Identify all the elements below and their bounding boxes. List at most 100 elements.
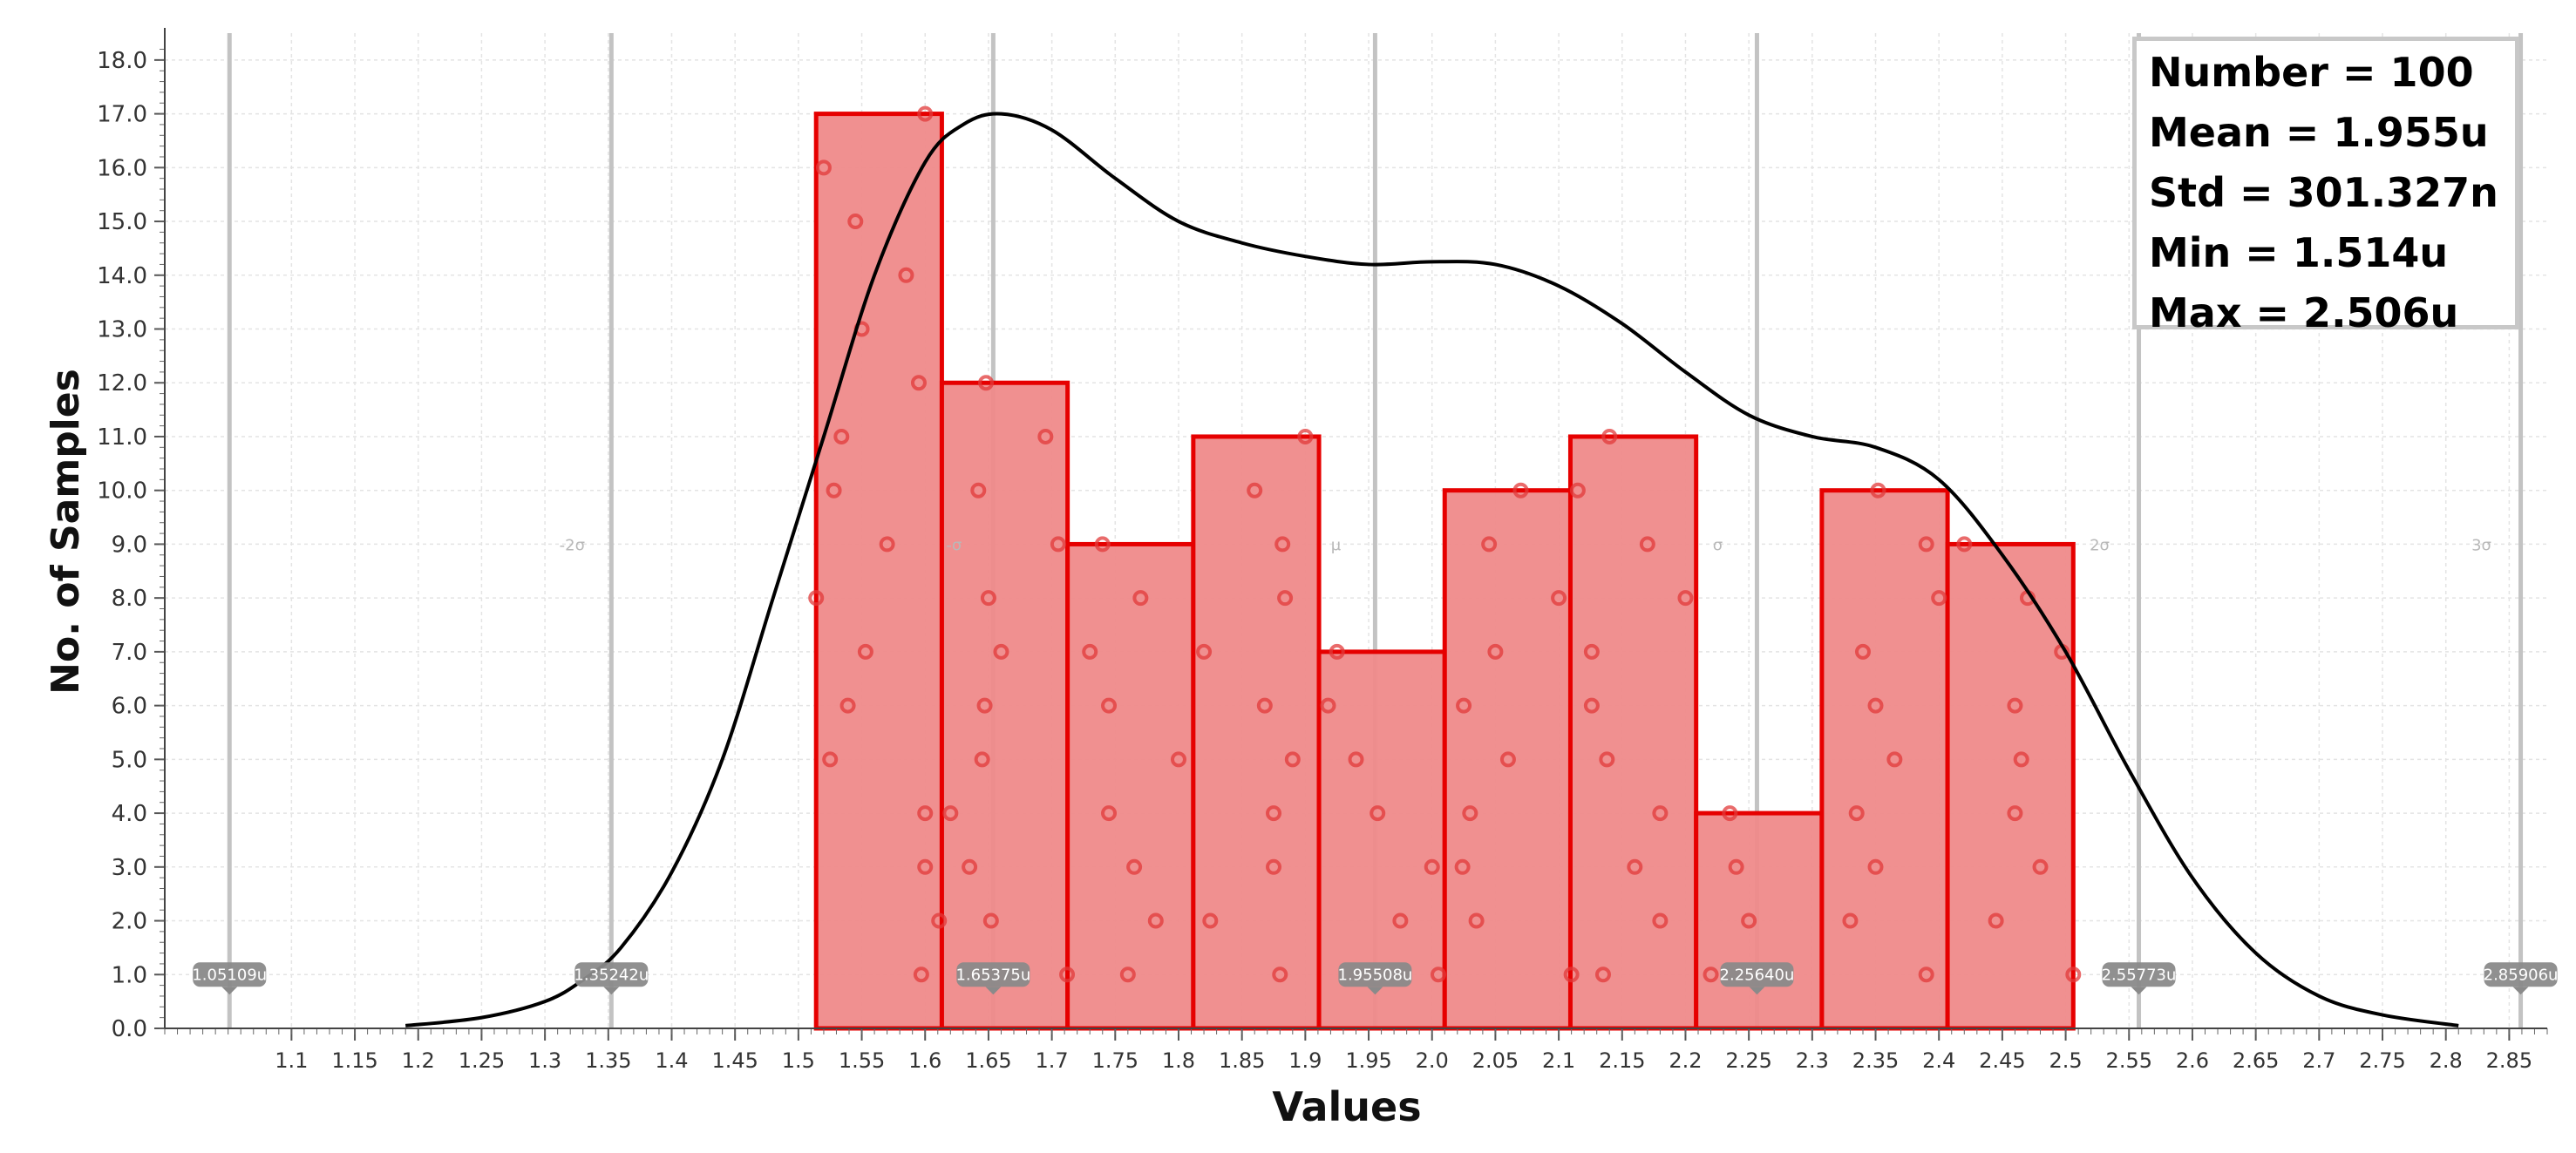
- sample-point: [1119, 966, 1136, 983]
- sample-point: [1348, 751, 1364, 768]
- x-tick-label: 1.5: [782, 1048, 815, 1073]
- x-tick-label: 2.1: [1542, 1048, 1575, 1073]
- sample-point: [1551, 590, 1567, 607]
- sample-point: [970, 482, 987, 499]
- sample-point: [1101, 697, 1118, 714]
- x-tick-label: 2.5: [2049, 1048, 2082, 1073]
- x-tick-label: 1.65: [965, 1048, 1011, 1073]
- sample-point: [978, 375, 995, 391]
- sample-point: [1050, 536, 1066, 553]
- sample-point: [1652, 912, 1669, 929]
- sample-point: [2013, 751, 2029, 768]
- sample-point: [913, 966, 929, 983]
- y-tick-label: 4.0: [112, 801, 147, 827]
- sample-point: [1741, 912, 1757, 929]
- x-tick-label: 2.55: [2106, 1048, 2152, 1073]
- sample-point: [1728, 858, 1744, 875]
- sample-point: [1918, 966, 1934, 983]
- x-tick-label: 2.75: [2359, 1048, 2405, 1073]
- sample-point: [942, 805, 959, 822]
- histogram-bar: [939, 380, 1071, 1031]
- x-tick-label: 2.85: [2486, 1048, 2532, 1073]
- sample-point: [857, 643, 873, 660]
- sigma-label: -σ: [946, 536, 962, 554]
- sample-point: [974, 751, 990, 768]
- x-tick-label: 1.8: [1162, 1048, 1195, 1073]
- sample-point: [1563, 966, 1580, 983]
- sigma-label: μ: [1331, 536, 1342, 554]
- sample-point: [1918, 536, 1934, 553]
- marker-pointer: [1367, 987, 1383, 995]
- sample-point: [1722, 805, 1738, 822]
- x-tick-label: 2.15: [1599, 1048, 1645, 1073]
- x-tick-label: 1.85: [1219, 1048, 1265, 1073]
- sample-point: [2032, 858, 2049, 875]
- sample-point: [1272, 966, 1288, 983]
- sample-point: [1037, 428, 1054, 444]
- sample-point: [1639, 536, 1655, 553]
- stat-mean: Mean = 1.955u: [2149, 109, 2489, 156]
- sample-point: [982, 912, 999, 929]
- y-tick-label: 0.0: [112, 1016, 147, 1042]
- sample-point: [1196, 643, 1213, 660]
- y-tick-label: 16.0: [97, 155, 147, 181]
- x-tick-label: 2.65: [2233, 1048, 2279, 1073]
- y-tick-label: 10.0: [97, 478, 147, 505]
- sample-point: [2007, 697, 2023, 714]
- sigma-marker-label: 1.65375u: [955, 962, 1030, 995]
- sigma-marker-label: 2.55773u: [2102, 962, 2176, 995]
- sample-point: [917, 105, 934, 122]
- x-tick-label: 2.0: [1416, 1048, 1449, 1073]
- y-tick-label: 11.0: [97, 424, 147, 451]
- x-tick-label: 2.05: [1472, 1048, 1519, 1073]
- sample-point: [1247, 482, 1263, 499]
- sample-point: [931, 912, 948, 929]
- sample-point: [1599, 751, 1615, 768]
- sigma-marker-label: 2.25640u: [1720, 962, 1794, 995]
- axes: 0.0 1.0 2.0 3.0 4.0 5.0 6.0 7.0 8.0 9.0 10.0 11.0 12…: [97, 28, 2548, 1073]
- marker-pointer: [1749, 987, 1765, 995]
- sample-point: [1870, 482, 1886, 499]
- y-tick-label: 6.0: [112, 694, 147, 720]
- sample-point: [917, 805, 934, 822]
- sample-point: [917, 858, 934, 875]
- y-tick-label: 2.0: [112, 909, 147, 935]
- sample-point: [1867, 697, 1884, 714]
- sample-point: [808, 590, 825, 607]
- y-tick-label: 15.0: [97, 209, 147, 235]
- histogram-bar: [1819, 488, 1950, 1031]
- sigma-label: σ: [1713, 536, 1723, 554]
- sample-point: [1512, 482, 1529, 499]
- sample-point: [1842, 912, 1859, 929]
- x-tick-label: 2.8: [2430, 1048, 2463, 1073]
- sample-point: [1101, 805, 1118, 822]
- x-tick-label: 1.4: [655, 1048, 688, 1073]
- sample-point: [1886, 751, 1903, 768]
- marker-value-pill: [193, 962, 267, 987]
- y-tick-label: 13.0: [97, 317, 147, 343]
- sample-point: [976, 697, 993, 714]
- sample-point: [1082, 643, 1098, 660]
- x-tick-label: 2.45: [1979, 1048, 2025, 1073]
- x-tick-label: 1.55: [839, 1048, 885, 1073]
- sample-point: [1274, 536, 1291, 553]
- x-tick-label: 2.4: [1922, 1048, 1955, 1073]
- sample-point: [1456, 697, 1472, 714]
- sample-point: [1677, 590, 1694, 607]
- sample-point: [910, 375, 927, 391]
- x-tick-label: 1.3: [528, 1048, 561, 1073]
- histogram-bar: [1945, 541, 2076, 1031]
- x-tick-label: 1.2: [402, 1048, 435, 1073]
- histogram-bar: [1065, 541, 1196, 1031]
- sample-point: [2007, 805, 2023, 822]
- marker-value-pill: [2102, 962, 2176, 987]
- sample-point: [1481, 536, 1498, 553]
- sample-point: [1583, 643, 1600, 660]
- sample-point: [1329, 643, 1345, 660]
- x-tick-label: 1.35: [585, 1048, 631, 1073]
- sample-point: [1652, 805, 1669, 822]
- y-tick-label: 7.0: [112, 640, 147, 666]
- y-tick-label: 12.0: [97, 370, 147, 397]
- x-tick-label: 1.15: [331, 1048, 377, 1073]
- sample-point: [1430, 966, 1446, 983]
